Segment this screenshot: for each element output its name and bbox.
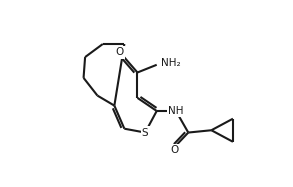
Text: NH: NH (168, 106, 184, 116)
Text: S: S (142, 128, 149, 138)
Text: NH₂: NH₂ (161, 58, 180, 68)
Text: O: O (116, 47, 124, 57)
Text: O: O (170, 145, 178, 155)
